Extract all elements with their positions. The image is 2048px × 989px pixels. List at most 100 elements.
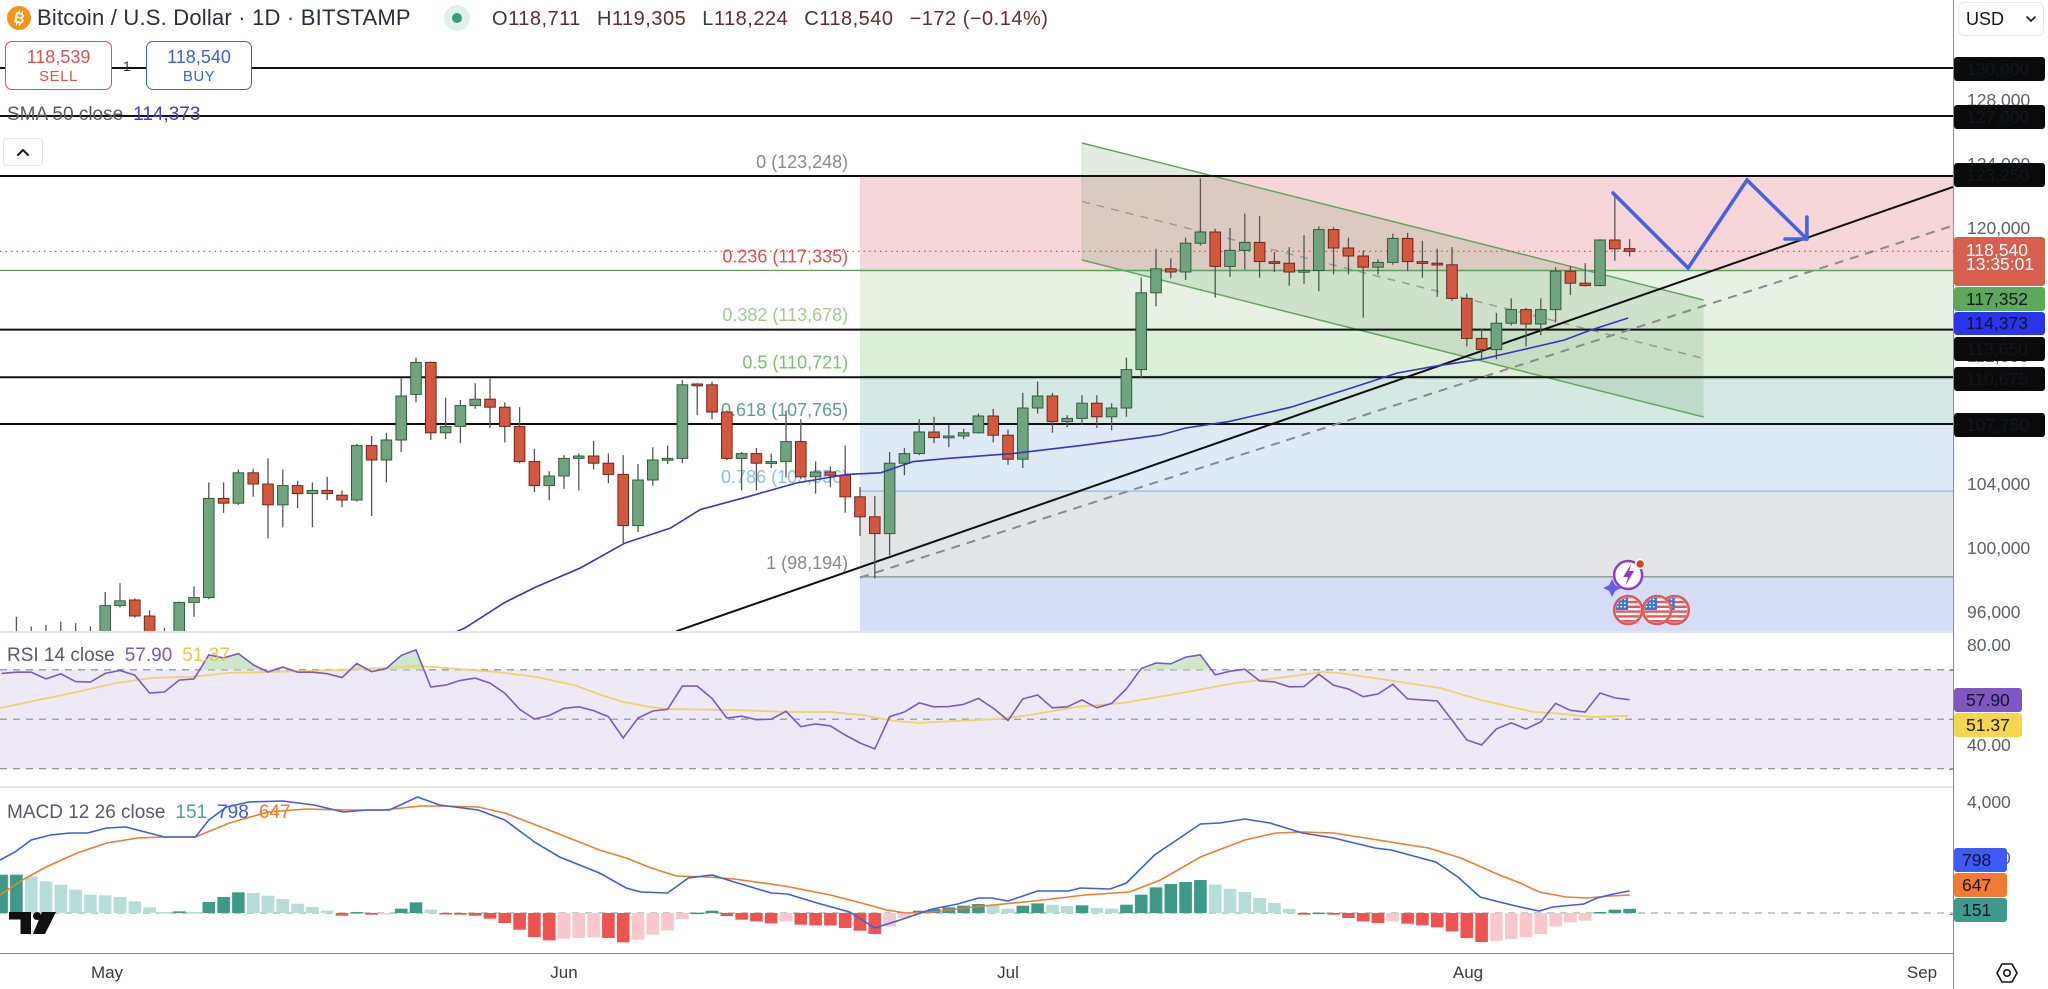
sma-legend[interactable]: SMA 50 close 114,373: [7, 103, 200, 127]
candle[interactable]: [602, 462, 615, 475]
candle[interactable]: [809, 471, 822, 478]
candle[interactable]: [26, 634, 37, 639]
candle[interactable]: [1179, 242, 1192, 273]
price-badge-horizontal-line[interactable]: 127,000: [1954, 105, 2045, 129]
candle[interactable]: [217, 497, 230, 504]
candle[interactable]: [1268, 261, 1281, 264]
candle[interactable]: [1105, 407, 1118, 418]
candle[interactable]: [957, 432, 970, 437]
candle[interactable]: [750, 453, 763, 464]
candle[interactable]: [203, 497, 215, 599]
currency-dropdown[interactable]: USD: [1958, 2, 2044, 36]
candle[interactable]: [395, 395, 408, 441]
projection-path-arrow[interactable]: [1611, 177, 1809, 271]
candle[interactable]: [291, 485, 304, 495]
price-badge-horizontal-line[interactable]: 113,650: [1954, 337, 2045, 361]
candle[interactable]: [795, 441, 807, 478]
candlestick-series[interactable]: [11, 178, 1636, 661]
candle[interactable]: [869, 516, 881, 535]
candle[interactable]: [1401, 237, 1414, 263]
candle[interactable]: [1327, 229, 1340, 249]
candle[interactable]: [898, 453, 911, 464]
candle[interactable]: [484, 398, 496, 408]
candle[interactable]: [1061, 417, 1074, 423]
candle[interactable]: [928, 431, 940, 439]
candle[interactable]: [706, 384, 718, 413]
macd-line-badge[interactable]: 798: [1954, 848, 2007, 872]
candle[interactable]: [188, 597, 200, 603]
candle[interactable]: [70, 633, 81, 639]
macd-legend[interactable]: MACD 12 26 close 151 798 647: [7, 801, 291, 825]
candle[interactable]: [987, 415, 1000, 436]
candle[interactable]: [11, 634, 22, 642]
current-price-badge[interactable]: 118,540 13:35:01: [1954, 237, 2045, 286]
candle[interactable]: [454, 405, 467, 427]
candle[interactable]: [1298, 269, 1310, 273]
candle[interactable]: [573, 455, 585, 459]
candle[interactable]: [558, 457, 570, 477]
candle[interactable]: [972, 415, 985, 434]
candle[interactable]: [943, 435, 955, 439]
candle[interactable]: [321, 489, 334, 495]
candle[interactable]: [1239, 241, 1251, 251]
candle[interactable]: [1165, 268, 1177, 273]
events-markers[interactable]: [1603, 558, 1691, 626]
candle[interactable]: [839, 474, 852, 498]
candle[interactable]: [1091, 402, 1103, 418]
candle[interactable]: [735, 453, 748, 459]
chart-canvas[interactable]: 0 (123,248) 0.236 (117,335) 0.382 (113,678…: [0, 0, 1953, 953]
candle[interactable]: [1194, 231, 1207, 244]
channel-lower-line[interactable]: [1081, 259, 1704, 418]
candle[interactable]: [336, 494, 348, 501]
symbol-title[interactable]: Bitcoin / U.S. Dollar · 1D · BITSTAMP: [37, 5, 411, 30]
price-badge-horizontal-line[interactable]: 107,750: [1954, 413, 2045, 437]
candle[interactable]: [1623, 248, 1636, 252]
macd-hist-badge[interactable]: 151: [1954, 898, 2007, 922]
candle[interactable]: [143, 615, 156, 639]
macd-signal-line[interactable]: [0, 805, 1630, 914]
candle[interactable]: [1372, 261, 1384, 268]
fib-retracement[interactable]: 0 (123,248) 0.236 (117,335) 0.382 (113,678…: [721, 152, 1953, 632]
candle[interactable]: [913, 431, 926, 455]
lightning-event-icon[interactable]: [1603, 558, 1646, 598]
candle[interactable]: [1549, 270, 1562, 311]
candle[interactable]: [128, 599, 141, 617]
candle[interactable]: [661, 457, 674, 461]
candle[interactable]: [1253, 241, 1266, 263]
candle[interactable]: [1490, 322, 1503, 351]
candle[interactable]: [632, 479, 644, 527]
candle[interactable]: [1505, 309, 1518, 324]
candle[interactable]: [1150, 268, 1162, 294]
macd-pane[interactable]: [0, 796, 1953, 943]
candle[interactable]: [410, 361, 422, 395]
rsi-line[interactable]: [1, 648, 1630, 750]
candle[interactable]: [1046, 395, 1059, 423]
candle[interactable]: [1535, 309, 1547, 325]
candle[interactable]: [1461, 297, 1473, 339]
candle[interactable]: [721, 411, 733, 459]
candle[interactable]: [883, 462, 896, 535]
candle[interactable]: [1342, 247, 1355, 257]
candle[interactable]: [1017, 407, 1029, 460]
candle[interactable]: [1313, 229, 1325, 271]
macd-signal-badge[interactable]: 647: [1954, 873, 2007, 897]
rsi-pane[interactable]: [0, 648, 1953, 770]
candle[interactable]: [469, 398, 482, 407]
candle[interactable]: [247, 472, 260, 485]
candle[interactable]: [1076, 402, 1088, 419]
price-badge-horizontal-line[interactable]: 123,250: [1954, 163, 2045, 187]
pane-separator-rsi[interactable]: [0, 631, 2048, 633]
candle[interactable]: [824, 471, 837, 476]
candle[interactable]: [528, 461, 541, 487]
candle[interactable]: [1120, 369, 1133, 409]
candle[interactable]: [380, 439, 393, 461]
candle[interactable]: [1283, 262, 1296, 273]
price-badge-horizontal-line[interactable]: 110,675: [1954, 367, 2045, 391]
rsi-value-badge[interactable]: 57.90: [1954, 688, 2022, 712]
candle[interactable]: [1416, 261, 1429, 264]
candle[interactable]: [439, 425, 452, 434]
candle[interactable]: [1609, 239, 1621, 250]
candle[interactable]: [277, 485, 289, 506]
candle[interactable]: [1031, 395, 1044, 409]
buy-button[interactable]: 118,540 BUY: [146, 41, 252, 90]
